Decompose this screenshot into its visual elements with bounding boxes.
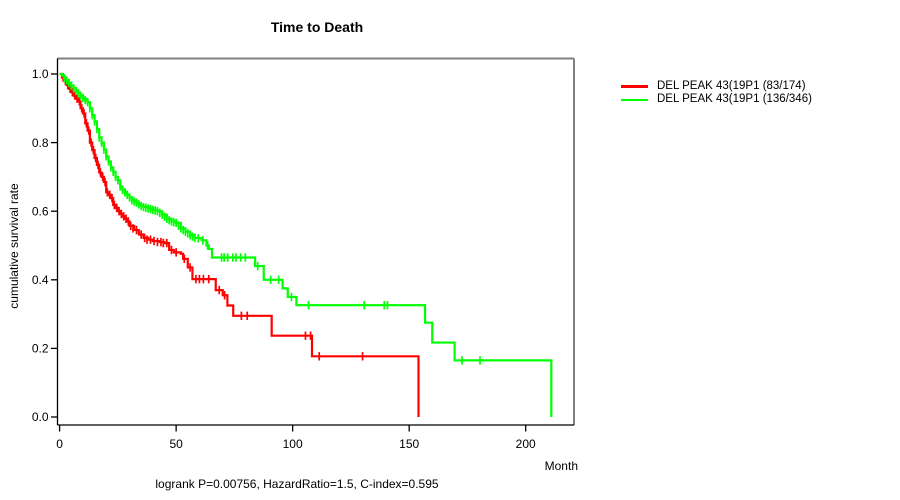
x-tick-label: 50 <box>169 437 183 451</box>
y-tick-label: 0.6 <box>32 204 49 218</box>
legend-line-swatch-red <box>621 85 648 88</box>
y-tick-label: 0.2 <box>32 342 49 356</box>
logrank-stats-text: logrank P=0.00756, HazardRatio=1.5, C-in… <box>155 477 439 491</box>
y-tick-label: 0.4 <box>32 273 49 287</box>
y-tick-label: 0.8 <box>32 136 49 150</box>
chart-title: Time to Death <box>270 19 364 35</box>
y-tick-label: 1.0 <box>32 67 49 81</box>
y-axis-title: cumulative survival rate <box>7 183 21 309</box>
legend-label-group2: DEL PEAK 43(19P1 (136/346) <box>657 93 812 106</box>
legend-line-swatch-green <box>621 98 648 102</box>
km-curve-green <box>59 72 553 417</box>
x-tick-label: 150 <box>399 437 419 451</box>
legend-item-group2: DEL PEAK 43(19P1 (136/346) <box>621 93 812 106</box>
km-curve-red <box>59 72 420 417</box>
x-tick-label: 0 <box>56 437 63 451</box>
x-axis-title: Month <box>544 459 578 473</box>
x-tick-label: 200 <box>516 437 536 451</box>
legend-item-group1: DEL PEAK 43(19P1 (83/174) <box>621 80 812 93</box>
legend: DEL PEAK 43(19P1 (83/174) DEL PEAK 43(19… <box>621 80 812 107</box>
y-tick-label: 0.0 <box>32 410 49 424</box>
legend-label-group1: DEL PEAK 43(19P1 (83/174) <box>657 80 806 92</box>
x-tick-label: 100 <box>283 437 303 451</box>
